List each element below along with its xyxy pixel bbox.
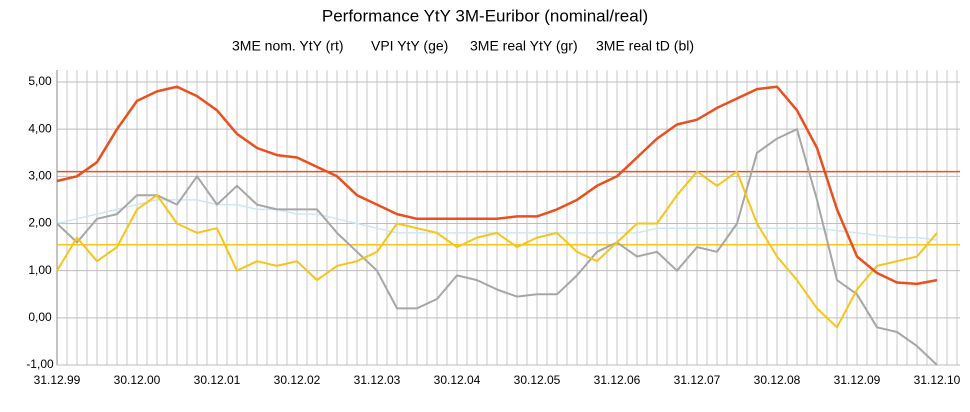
chart-title: Performance YtY 3M-Euribor (nominal/real…	[322, 6, 648, 25]
series-line	[56, 128, 938, 366]
x-tick-label: 30.12.05	[514, 373, 561, 387]
series-line	[56, 85, 938, 286]
legend-entry: 3ME nom. YtY (rt)	[232, 38, 344, 54]
y-tick-label: 3,00	[28, 169, 52, 183]
x-tick-label: 30.12.08	[754, 373, 801, 387]
x-tick-label: 31.12.09	[834, 373, 881, 387]
x-tick-label: 31.12.99	[34, 373, 81, 387]
y-tick-label: -1,00	[26, 357, 54, 371]
y-tick-label: 4,00	[28, 121, 52, 135]
y-tick-label: 5,00	[28, 74, 52, 88]
x-tick-label: 31.12.10	[914, 373, 961, 387]
x-tick-label: 31.12.03	[354, 373, 401, 387]
x-tick-label: 31.12.07	[674, 373, 721, 387]
legend-entry: 3ME real YtY (gr)	[470, 38, 578, 54]
y-tick-label: 2,00	[28, 216, 52, 230]
x-tick-label: 30.12.04	[434, 373, 481, 387]
x-tick-label: 30.12.00	[114, 373, 161, 387]
x-tick-label: 30.12.01	[194, 373, 241, 387]
y-tick-label: 1,00	[28, 263, 52, 277]
legend-entry: 3ME real tD (bl)	[596, 38, 694, 54]
series-line	[56, 170, 938, 329]
legend-entry: VPI YtY (ge)	[371, 38, 448, 54]
x-tick-label: 31.12.06	[594, 373, 641, 387]
x-tick-label: 30.12.02	[274, 373, 321, 387]
y-tick-label: 0,00	[28, 310, 52, 324]
